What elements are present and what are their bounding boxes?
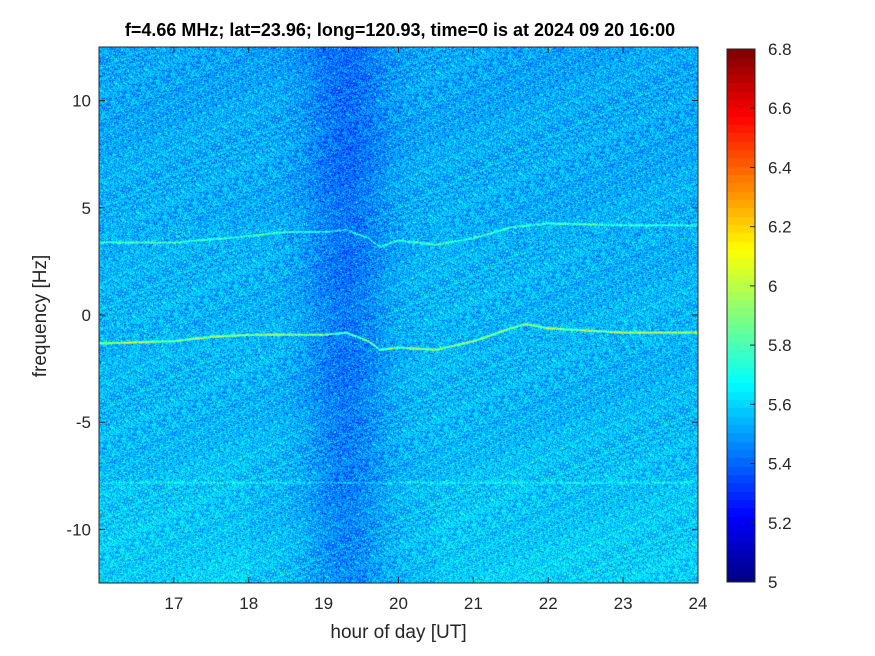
y-tick-label: 0 bbox=[82, 306, 91, 325]
colorbar-tick-label: 6.8 bbox=[768, 40, 792, 59]
y-tick-label: 5 bbox=[82, 199, 91, 218]
colorbar-tick-label: 6.6 bbox=[768, 99, 792, 118]
x-axis-label: hour of day [UT] bbox=[330, 622, 467, 643]
y-axis-ticks: -10 -5 0 5 10 bbox=[66, 92, 698, 539]
colorbar-tick-label: 5.8 bbox=[768, 336, 792, 355]
x-tick-label: 17 bbox=[164, 594, 183, 613]
colorbar-frame bbox=[726, 48, 756, 583]
x-tick-label: 18 bbox=[239, 594, 258, 613]
x-tick-label: 23 bbox=[614, 594, 633, 613]
x-tick-label: 19 bbox=[314, 594, 333, 613]
colorbar-gradient bbox=[727, 49, 755, 582]
spectrogram-heatmap bbox=[99, 47, 698, 583]
y-tick-label: -5 bbox=[76, 413, 91, 432]
colorbar-tick-label: 5.4 bbox=[768, 455, 792, 474]
chart-title: f=4.66 MHz; lat=23.96; long=120.93, time… bbox=[124, 20, 676, 40]
y-tick-label: 10 bbox=[72, 92, 91, 111]
x-tick-label: 22 bbox=[539, 594, 558, 613]
x-tick-label: 21 bbox=[464, 594, 483, 613]
x-tick-label: 20 bbox=[389, 594, 408, 613]
colorbar-tick-label: 6 bbox=[768, 277, 777, 296]
x-axis-ticks: 17 18 19 20 21 22 23 24 bbox=[164, 47, 707, 613]
y-tick-label: -10 bbox=[66, 520, 91, 539]
x-tick-label: 24 bbox=[689, 594, 708, 613]
colorbar-tick-label: 5.2 bbox=[768, 514, 792, 533]
plot-frame bbox=[98, 46, 699, 584]
colorbar-tick-label: 6.4 bbox=[768, 158, 792, 177]
colorbar-tick-label: 5.6 bbox=[768, 395, 792, 414]
colorbar-tick-label: 5 bbox=[768, 573, 777, 592]
colorbar-ticks: 5 5.2 5.4 5.6 5.8 6 6.2 6.4 6.6 6.8 bbox=[750, 40, 792, 592]
y-axis-label: frequency [Hz] bbox=[30, 254, 51, 378]
colorbar-tick-label: 6.2 bbox=[768, 218, 792, 237]
